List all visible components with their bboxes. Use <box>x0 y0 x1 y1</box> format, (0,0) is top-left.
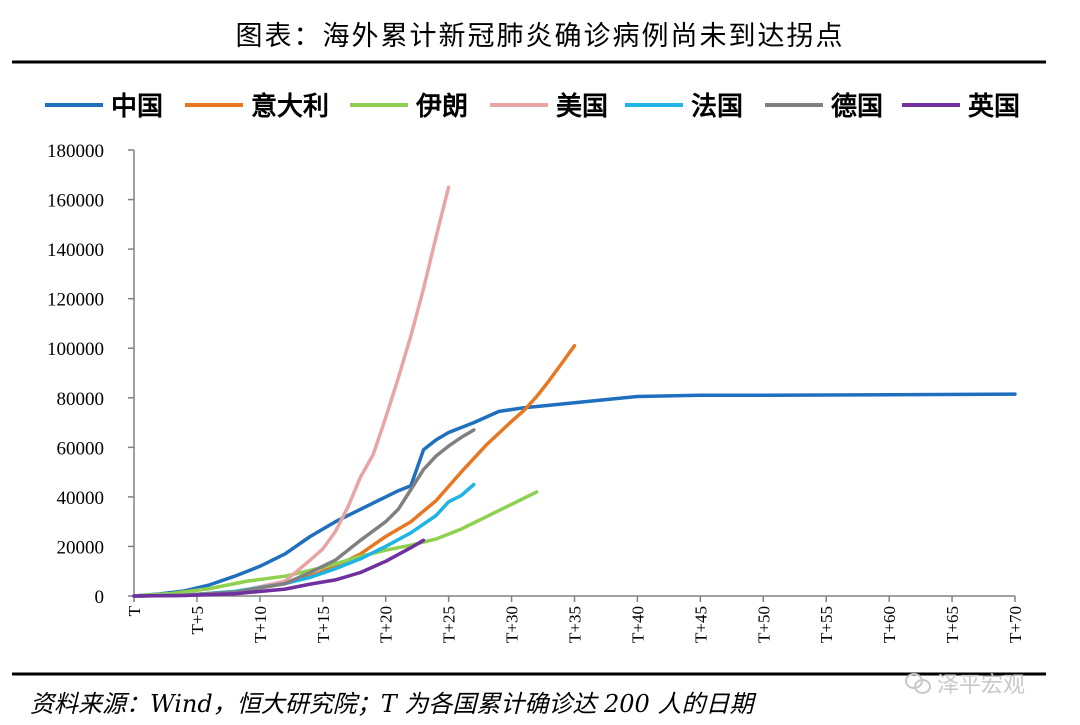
series-line-英国 <box>132 538 426 598</box>
legend: 中国 意大利 伊朗 美国 法国 德国 英国 <box>45 91 1020 122</box>
x-tick-label: T+55 <box>817 606 836 643</box>
series-line-中国 <box>132 392 1017 598</box>
x-tick-label: T+60 <box>880 606 899 643</box>
series-lines <box>132 185 1017 598</box>
legend-label: 中国 <box>111 92 163 122</box>
series-line-美国 <box>132 185 451 598</box>
x-tick-label: T <box>125 605 144 616</box>
legend-label: 美国 <box>556 91 608 122</box>
x-tick-label: T+15 <box>314 606 333 643</box>
wechat-icon <box>905 673 931 694</box>
chart-title: 图表：海外累计新冠肺炎确诊病例尚未到达拐点 <box>235 21 845 52</box>
y-tick-label: 140000 <box>47 240 104 261</box>
x-tick-label: T+70 <box>1006 606 1025 643</box>
legend-label: 英国 <box>968 92 1020 122</box>
series-line-德国 <box>132 428 476 598</box>
axes: 0 20000 40000 60000 80000 100000 120000 140000 1… <box>47 141 1025 643</box>
legend-label: 意大利 <box>251 91 329 122</box>
x-tick-label: T+45 <box>691 606 710 643</box>
x-tick-label: T+65 <box>943 606 962 643</box>
x-tick-label: T+25 <box>440 606 459 643</box>
y-tick-label: 160000 <box>47 191 104 212</box>
watermark: 泽平宏观 <box>905 667 1025 699</box>
legend-label: 伊朗 <box>415 92 468 122</box>
x-tick-label: T+5 <box>188 606 207 634</box>
x-tick-label: T+30 <box>503 606 522 643</box>
y-tick-label: 120000 <box>47 290 104 311</box>
y-tick-label: 20000 <box>57 537 105 558</box>
x-tick-label: T+35 <box>566 606 585 643</box>
y-tick-label: 60000 <box>57 438 105 459</box>
x-tick-label: T+40 <box>628 606 647 643</box>
source-footnote: 资料来源：Wind，恒大研究院；T 为各国累计确诊达 200 人的日期 <box>30 690 754 718</box>
x-tick-label: T+10 <box>251 606 270 643</box>
y-tick-label: 80000 <box>57 389 105 410</box>
y-tick-label: 180000 <box>47 141 104 162</box>
legend-label: 德国 <box>831 92 883 122</box>
y-tick-label: 40000 <box>57 488 105 509</box>
y-tick-label: 0 <box>95 587 105 608</box>
y-tick-label: 100000 <box>47 339 104 360</box>
legend-label: 法国 <box>691 92 743 122</box>
watermark-text: 泽平宏观 <box>937 673 1026 698</box>
x-tick-label: T+50 <box>754 606 773 643</box>
x-tick-label: T+20 <box>377 606 396 643</box>
